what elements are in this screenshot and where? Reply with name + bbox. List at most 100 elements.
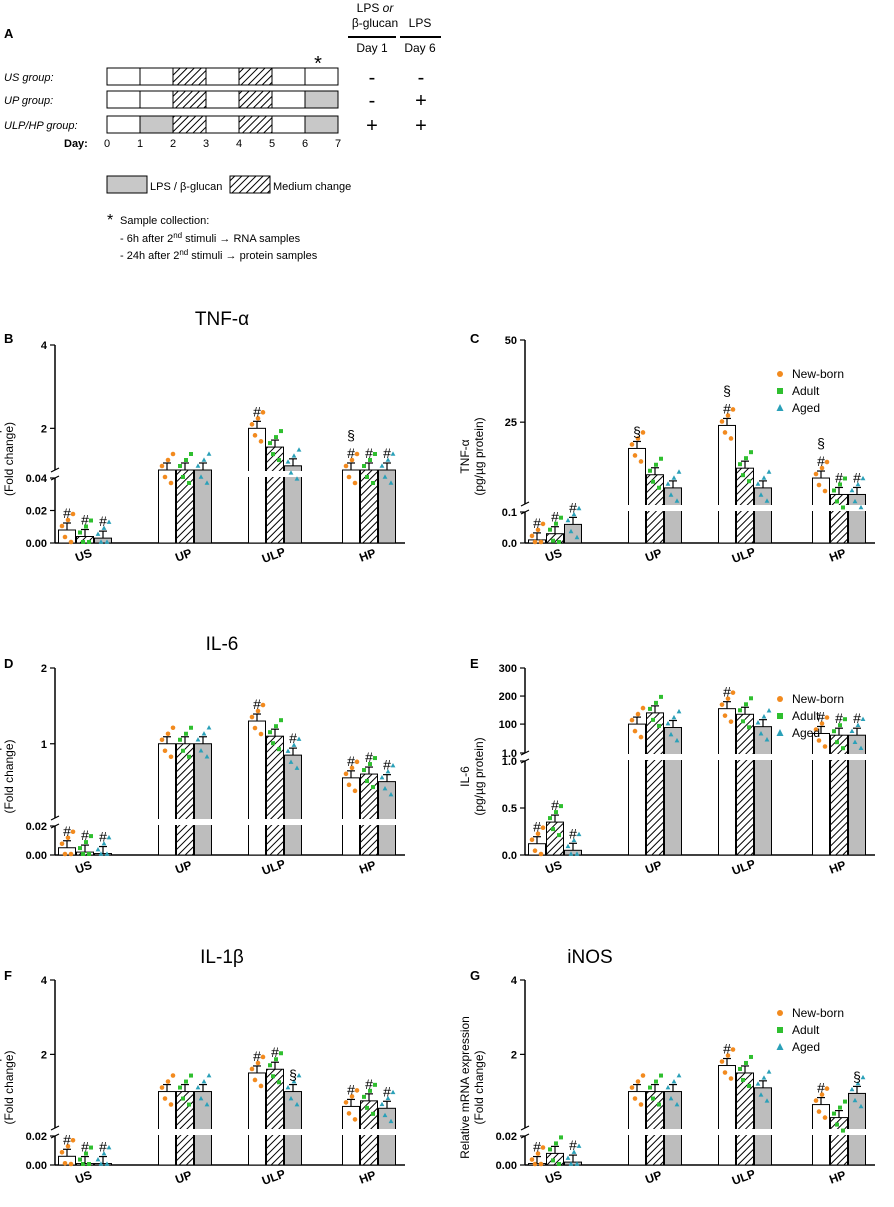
bar-break-gap <box>663 1129 683 1135</box>
timeline-segment <box>205 90 240 109</box>
data-point-aged <box>858 504 864 510</box>
data-point-newborn <box>162 748 168 754</box>
bar-break-gap <box>265 1129 285 1135</box>
data-point-aged <box>849 487 855 493</box>
significance-hash: # <box>63 1131 71 1147</box>
data-point-aged <box>565 517 571 523</box>
x-tick-label: HP <box>357 546 377 565</box>
data-point-newborn <box>349 1094 355 1099</box>
x-tick-label: HP <box>357 1168 377 1187</box>
bar-break-gap <box>735 505 755 511</box>
data-point-newborn <box>70 511 76 517</box>
data-point-adult <box>81 540 85 544</box>
data-point-adult <box>181 748 185 753</box>
data-point-aged <box>761 475 767 480</box>
x-tick-label: US <box>543 1168 563 1187</box>
bar-break-gap <box>193 1129 213 1135</box>
y-tick-label: 0.02 <box>26 506 47 518</box>
x-tick-label: ULP <box>260 857 287 878</box>
data-point-newborn <box>819 1092 825 1097</box>
bar-us-aged <box>94 1163 112 1166</box>
data-point-newborn <box>255 416 261 421</box>
data-point-newborn <box>159 463 165 469</box>
bar-hp-newborn <box>342 777 360 856</box>
data-point-aged <box>755 481 761 486</box>
data-point-adult <box>81 852 85 856</box>
y-tick-label: 0.0 <box>502 538 517 550</box>
timeline-segment <box>271 67 306 86</box>
data-point-adult <box>274 1057 278 1062</box>
data-point-aged <box>855 481 861 487</box>
data-point-newborn <box>252 1077 258 1083</box>
data-point-aged <box>195 737 201 742</box>
data-point-aged <box>291 742 297 747</box>
data-point-adult <box>89 1145 93 1150</box>
day-tick-label: 0 <box>104 138 110 150</box>
panel-a-label: A <box>4 26 14 41</box>
data-point-newborn <box>249 422 255 427</box>
data-point-adult <box>832 729 836 734</box>
data-point-adult <box>659 456 663 461</box>
data-point-adult <box>747 1083 751 1088</box>
bar-break-gap <box>645 754 665 760</box>
day1-sign: - <box>369 90 376 112</box>
data-point-newborn <box>62 851 68 857</box>
bar-break-gap <box>265 471 285 477</box>
legend-marker-newborn <box>777 696 783 702</box>
data-point-adult <box>368 762 372 767</box>
data-point-aged <box>285 1084 291 1090</box>
data-point-adult <box>835 499 839 504</box>
data-point-newborn <box>59 1150 65 1155</box>
data-point-adult <box>84 1151 88 1156</box>
timeline-segment <box>139 67 174 86</box>
bar-break-gap <box>717 505 737 511</box>
y-axis-label-units: (Fold change) <box>2 1050 16 1124</box>
data-point-aged <box>565 1155 571 1160</box>
data-point-newborn <box>719 702 725 707</box>
bar-break-gap <box>829 505 849 511</box>
data-point-aged <box>195 1084 201 1090</box>
data-point-adult <box>274 724 278 729</box>
data-point-newborn <box>532 848 538 854</box>
data-point-aged <box>571 1149 577 1154</box>
data-point-newborn <box>162 474 168 480</box>
data-point-adult <box>184 731 188 736</box>
day-tick-label: 6 <box>302 138 308 150</box>
sample-asterisk: * <box>107 212 113 229</box>
data-point-adult <box>744 456 748 461</box>
bar-break-gap <box>735 1129 755 1135</box>
day-ticks: 0 1 2 3 4 5 6 7 <box>104 138 341 150</box>
bar-hp-adult <box>830 734 848 856</box>
timeline-segment <box>172 115 207 134</box>
significance-hash: # <box>533 1139 541 1155</box>
data-point-adult <box>277 458 281 463</box>
day-tick-label: 4 <box>236 138 242 150</box>
data-point-adult <box>279 1051 283 1056</box>
data-point-aged <box>95 1156 101 1162</box>
data-point-adult <box>368 1088 372 1093</box>
x-tick-label: US <box>543 546 563 565</box>
day-tick-label: 2 <box>170 138 176 150</box>
significance-hash: # <box>347 445 355 461</box>
data-point-newborn <box>629 442 635 447</box>
bar-hp-aged <box>378 781 396 856</box>
data-point-adult <box>744 702 748 707</box>
data-point-newborn <box>162 1096 168 1101</box>
day6-sign: + <box>415 90 427 112</box>
legend-label: Aged <box>792 726 820 740</box>
significance-hash: # <box>253 696 261 712</box>
chart-title: IL-6 <box>206 634 239 655</box>
data-point-aged <box>766 469 772 474</box>
data-point-adult <box>832 1111 836 1116</box>
bar-break-gap <box>717 754 737 760</box>
data-point-adult <box>838 482 842 487</box>
data-point-adult <box>87 852 91 856</box>
data-point-newborn <box>824 459 830 465</box>
data-point-newborn <box>170 725 176 731</box>
data-point-aged <box>855 1080 861 1086</box>
data-point-aged <box>761 714 767 719</box>
data-point-adult <box>654 700 658 705</box>
bar-break-gap <box>829 1129 849 1135</box>
bar-break-gap <box>247 1129 267 1135</box>
